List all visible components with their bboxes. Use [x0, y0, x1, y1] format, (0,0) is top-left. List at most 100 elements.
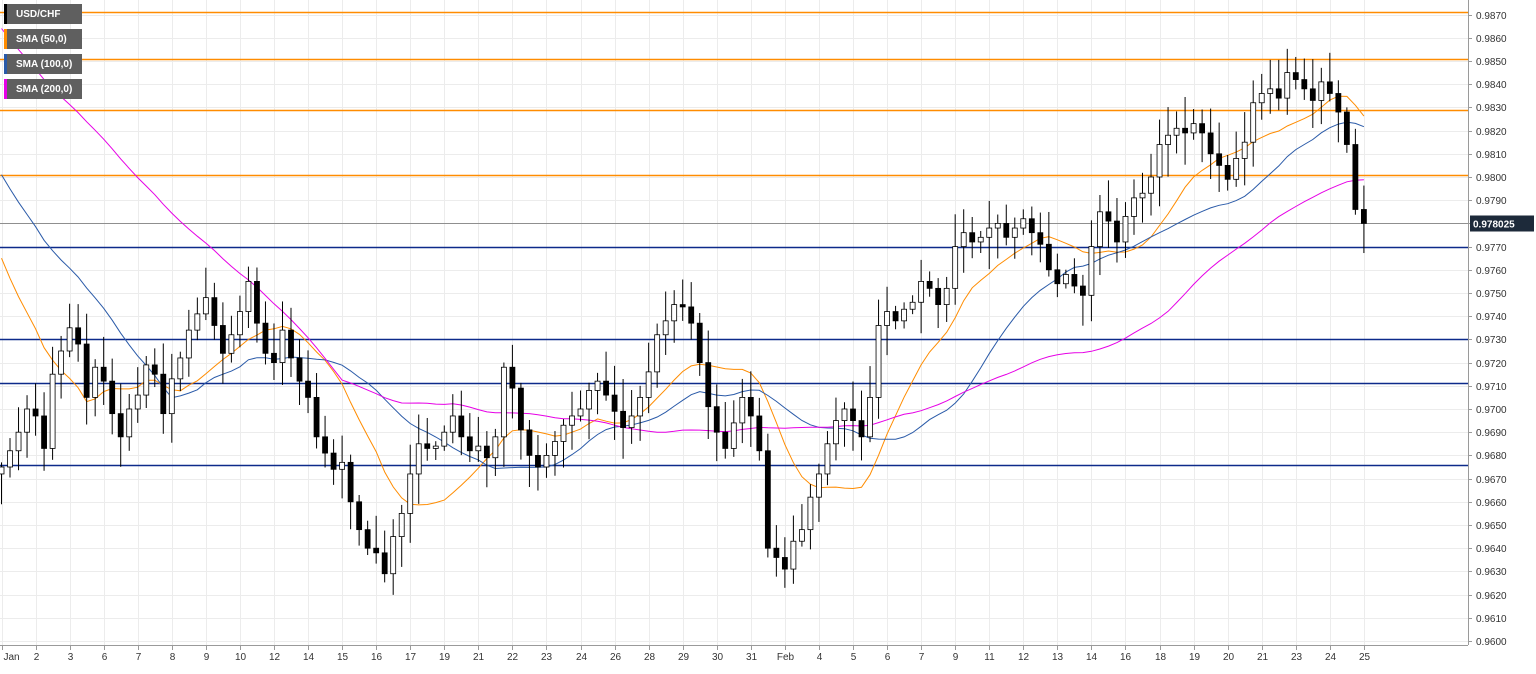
candle-body — [1309, 88, 1316, 101]
candle — [449, 394, 456, 444]
candle — [790, 515, 797, 584]
candle — [41, 392, 47, 471]
candle-body — [271, 352, 277, 364]
candle — [628, 390, 635, 444]
candle-body — [1148, 176, 1154, 194]
candle — [1080, 274, 1086, 326]
candle-body — [1122, 216, 1129, 243]
candle-body — [109, 380, 116, 415]
candle — [1131, 179, 1137, 235]
candle-body — [986, 227, 993, 238]
candle-body — [407, 473, 414, 514]
y-tick-label: 0.9850 — [1476, 57, 1507, 68]
candle-body — [594, 380, 601, 391]
candle — [833, 397, 839, 461]
candle-body — [228, 334, 235, 354]
candle-body — [807, 496, 814, 531]
candle — [662, 291, 669, 355]
candle — [764, 433, 771, 558]
candle — [75, 304, 82, 362]
candle — [0, 462, 5, 505]
candle-body — [1114, 220, 1120, 243]
candle — [1139, 172, 1146, 223]
candle-body — [841, 408, 848, 421]
candle-body — [373, 547, 380, 554]
candle — [500, 362, 507, 467]
candle — [262, 301, 269, 365]
candle — [66, 303, 73, 358]
legend-swatch-usdchf — [4, 4, 7, 24]
legend-item-sma50[interactable]: SMA (50,0) — [4, 29, 83, 49]
candle-body — [764, 450, 771, 549]
candle — [58, 335, 65, 399]
candle — [518, 382, 524, 460]
candle — [943, 276, 950, 322]
x-tick-label: 12 — [269, 652, 281, 663]
legend-item-sma200[interactable]: SMA (200,0) — [4, 79, 83, 99]
x-tick-label: 10 — [235, 652, 247, 663]
candle-body — [58, 350, 65, 375]
time-axis-bg — [0, 645, 1468, 669]
legend-item-usdchf[interactable]: USD/CHF — [4, 4, 83, 24]
candle-body — [134, 394, 141, 410]
legend-label-usdchf: USD/CHF — [16, 8, 61, 20]
x-tick-label: 11 — [984, 652, 995, 663]
candle-body — [254, 280, 260, 324]
candle — [151, 348, 158, 388]
y-tick-label: 0.9640 — [1476, 544, 1507, 555]
candle-body — [1361, 209, 1367, 224]
candle-body — [202, 297, 209, 315]
candle-body — [100, 366, 107, 382]
candle — [730, 400, 737, 457]
candle-body — [611, 394, 618, 412]
x-tick-label: 14 — [303, 652, 315, 663]
candle-body — [279, 329, 286, 363]
candle — [509, 344, 516, 419]
x-tick-label: 31 — [746, 652, 758, 663]
candle — [211, 282, 218, 340]
candle-body — [32, 408, 39, 417]
last-price-tag-label: 0.978025 — [1473, 220, 1515, 231]
candle-body — [739, 396, 746, 424]
candle — [935, 278, 942, 329]
candle — [535, 435, 541, 491]
candle — [100, 336, 107, 405]
candle-body — [535, 454, 541, 468]
candle — [1343, 107, 1350, 153]
candle — [441, 425, 448, 451]
y-tick-label: 0.9810 — [1476, 150, 1507, 161]
candle-body — [1028, 218, 1035, 234]
candle-body — [722, 431, 729, 449]
candle-body — [790, 540, 797, 570]
legend-item-sma100[interactable]: SMA (100,0) — [4, 54, 83, 74]
moving-averages — [1, 28, 1365, 506]
candle-body — [1165, 134, 1171, 145]
candle — [1156, 119, 1163, 207]
candle-body — [1003, 222, 1010, 238]
candle-body — [330, 452, 337, 470]
candle — [24, 395, 30, 458]
candle — [1318, 67, 1325, 125]
y-tick-label: 0.9860 — [1476, 34, 1507, 45]
candle-body — [1301, 79, 1308, 90]
candle-body — [322, 436, 328, 454]
candle — [92, 359, 99, 417]
candle-body — [645, 371, 652, 398]
legend-swatch-sma100 — [4, 54, 7, 74]
candle-body — [466, 436, 473, 452]
x-tick-label: 4 — [817, 652, 823, 663]
candle-body — [339, 461, 346, 470]
candle — [1182, 96, 1188, 165]
x-tick-label: 8 — [170, 652, 176, 663]
candle-body — [347, 461, 354, 503]
candle-body — [1062, 274, 1069, 285]
x-tick-label: 9 — [953, 652, 959, 663]
candle — [569, 391, 575, 450]
candle — [645, 342, 652, 414]
sma-200-line — [1, 28, 1364, 433]
candle-body — [160, 373, 167, 415]
candle — [432, 441, 439, 460]
candle — [185, 309, 192, 377]
x-tick-label: 22 — [507, 652, 519, 663]
